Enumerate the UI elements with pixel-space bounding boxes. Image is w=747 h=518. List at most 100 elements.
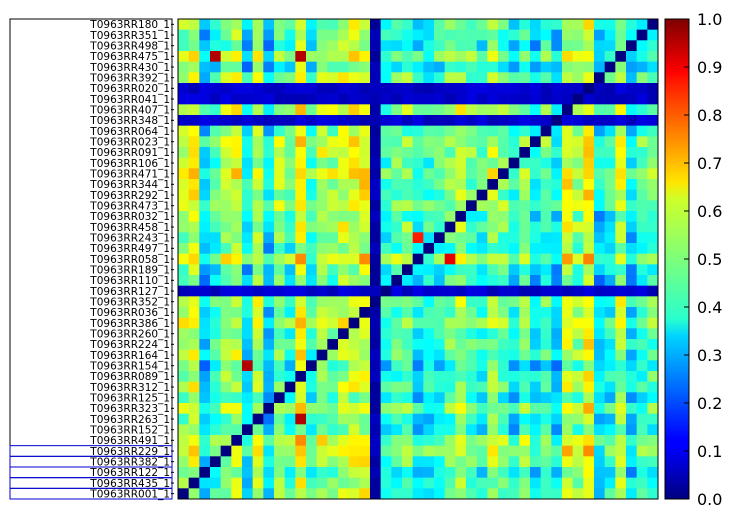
heatmap-cell [508,371,520,382]
heatmap-cell [306,221,317,233]
heatmap-cell [274,125,285,137]
heatmap-cell [594,349,605,361]
heatmap-cell [476,51,488,62]
heatmap-cell [572,328,584,340]
heatmap-cell [295,136,307,148]
heatmap-cell [626,61,637,73]
heatmap-cell [487,339,499,350]
heatmap-cell [220,328,232,340]
heatmap-cell [370,413,381,425]
heatmap-cell [551,115,563,126]
heatmap-cell [220,83,232,94]
heatmap-cell [476,285,488,297]
heatmap-cell [519,467,531,478]
heatmap-cell [604,200,616,212]
heatmap-cell [306,403,317,414]
heatmap-cell [274,456,285,468]
heatmap-cell [306,168,317,180]
heatmap-cell [412,296,424,308]
heatmap-cell [210,189,221,201]
heatmap-cell [636,221,648,233]
heatmap-cell [199,467,211,478]
heatmap-cell [199,61,211,73]
heatmap-cell [647,477,659,489]
heatmap-cell [530,51,541,62]
heatmap-cell [210,360,221,372]
heatmap-cell [231,200,243,212]
heatmap-cell [242,392,253,404]
heatmap-cell [263,392,275,404]
heatmap-cell [487,317,499,329]
heatmap-cell [434,445,445,457]
heatmap-cell [380,285,392,297]
heatmap-cell [455,371,467,382]
heatmap-cell [220,29,232,41]
heatmap-cell [615,488,627,500]
heatmap-cell [498,307,509,318]
heatmap-cell [402,403,413,414]
heatmap-cell [604,179,616,190]
heatmap-cell [370,349,381,361]
heatmap-cell [338,200,349,212]
heatmap-cell [615,253,627,265]
heatmap-cell [370,381,381,393]
heatmap-cell [295,232,307,244]
heatmap-cell [220,392,232,404]
heatmap-cell [476,488,488,500]
row-label: T0963RR125_1 [89,392,170,404]
heatmap-cell [402,115,413,126]
dendrogram-panel [9,18,173,500]
heatmap-cell [508,488,520,500]
heatmap-cell [466,264,477,276]
heatmap-cell [519,371,531,382]
heatmap-cell [487,445,499,457]
heatmap-cell [434,328,445,340]
heatmap-cell [423,72,435,84]
heatmap-cell [306,61,317,73]
heatmap-cell [359,104,371,116]
heatmap-cell [423,179,435,190]
heatmap-cell [455,424,467,436]
heatmap-cell [316,285,328,297]
heatmap-cell [466,349,477,361]
heatmap-cell [508,328,520,340]
heatmap-cell [391,477,403,489]
heatmap-cell [476,136,488,148]
heatmap-cell [316,115,328,126]
heatmap-cell [210,136,221,148]
heatmap-cell [519,51,531,62]
heatmap-cell [444,413,456,425]
heatmap-cell [199,392,211,404]
heatmap-cell [434,392,445,404]
heatmap-cell [412,29,424,41]
heatmap-cell [380,211,392,222]
heatmap-cell [508,253,520,265]
heatmap-cell [295,264,307,276]
heatmap-cell [594,179,605,190]
heatmap-cell [583,456,595,468]
heatmap-cell [380,381,392,393]
heatmap-cell [327,488,339,500]
heatmap-cell [455,211,467,222]
heatmap-cell [348,147,360,158]
heatmap-cell [380,403,392,414]
heatmap-cell [231,221,243,233]
heatmap-cell [412,488,424,500]
heatmap-cell [220,200,232,212]
heatmap-cell [359,392,371,404]
heatmap-cell [252,445,264,457]
heatmap-cell [551,392,563,404]
colorbar-tick-label: 0.6 [697,202,722,221]
heatmap-cell [284,328,296,340]
heatmap-cell [498,328,509,340]
heatmap-cell [455,19,467,30]
heatmap-cell [327,349,339,361]
heatmap-cell [274,83,285,94]
heatmap-cell [508,243,520,254]
heatmap-cell [263,435,275,446]
heatmap-cell [412,413,424,425]
heatmap-cell [327,179,339,190]
heatmap-cell [604,83,616,94]
heatmap-cell [295,189,307,201]
heatmap-cell [370,403,381,414]
